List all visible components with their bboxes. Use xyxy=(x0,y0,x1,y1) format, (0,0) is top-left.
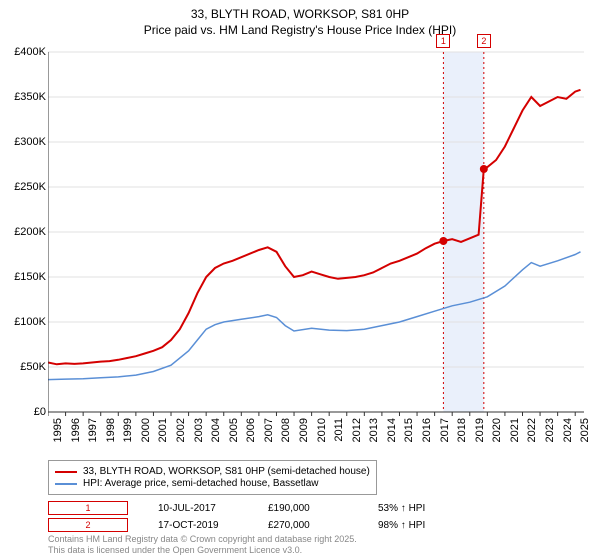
x-tick-label: 2001 xyxy=(157,418,169,442)
attribution-line: Contains HM Land Registry data © Crown c… xyxy=(48,534,357,545)
x-tick-label: 2005 xyxy=(228,418,240,442)
marker-id-badge: 2 xyxy=(48,518,128,532)
marker-row: 2 17-OCT-2019 £270,000 98% ↑ HPI xyxy=(48,518,588,532)
x-tick-label: 2004 xyxy=(210,418,222,442)
marker-row: 1 10-JUL-2017 £190,000 53% ↑ HPI xyxy=(48,501,588,515)
x-tick-label: 1998 xyxy=(105,418,117,442)
x-tick-label: 1997 xyxy=(87,418,99,442)
x-tick-label: 2012 xyxy=(351,418,363,442)
x-tick-label: 1996 xyxy=(70,418,82,442)
x-tick-label: 2011 xyxy=(333,418,345,442)
x-tick-label: 2021 xyxy=(509,418,521,442)
marker-date: 10-JUL-2017 xyxy=(158,503,238,514)
y-tick-label: £150K xyxy=(14,271,46,283)
y-tick-label: £250K xyxy=(14,181,46,193)
x-tick-label: 2019 xyxy=(474,418,486,442)
marker-delta: 53% ↑ HPI xyxy=(378,503,458,514)
legend-swatch-icon xyxy=(55,471,77,473)
y-tick-label: £350K xyxy=(14,91,46,103)
y-tick-label: £50K xyxy=(20,361,46,373)
x-tick-label: 2016 xyxy=(421,418,433,442)
x-tick-label: 2023 xyxy=(544,418,556,442)
x-tick-label: 2018 xyxy=(456,418,468,442)
title-line-1: 33, BLYTH ROAD, WORKSOP, S81 0HP xyxy=(0,6,600,22)
chart-area xyxy=(48,48,588,418)
marker-price: £270,000 xyxy=(268,520,348,531)
legend-series: 33, BLYTH ROAD, WORKSOP, S81 0HP (semi-d… xyxy=(48,460,377,495)
x-tick-label: 2006 xyxy=(245,418,257,442)
x-tick-label: 2024 xyxy=(562,418,574,442)
marker-id-badge: 1 xyxy=(48,501,128,515)
attribution: Contains HM Land Registry data © Crown c… xyxy=(48,534,357,557)
marker-table: 1 10-JUL-2017 £190,000 53% ↑ HPI 2 17-OC… xyxy=(48,501,588,532)
title-line-2: Price paid vs. HM Land Registry's House … xyxy=(0,22,600,38)
chart-title: 33, BLYTH ROAD, WORKSOP, S81 0HP Price p… xyxy=(0,0,600,38)
x-tick-label: 2002 xyxy=(175,418,187,442)
y-tick-label: £300K xyxy=(14,136,46,148)
legend-row: HPI: Average price, semi-detached house,… xyxy=(55,478,370,489)
chart-svg xyxy=(48,48,588,418)
chart-marker-badge: 1 xyxy=(436,34,450,48)
y-tick-label: £0 xyxy=(34,406,46,418)
x-tick-label: 2008 xyxy=(280,418,292,442)
x-tick-label: 2022 xyxy=(526,418,538,442)
x-tick-label: 2007 xyxy=(263,418,275,442)
x-tick-label: 2020 xyxy=(491,418,503,442)
marker-date: 17-OCT-2019 xyxy=(158,520,238,531)
x-tick-label: 2009 xyxy=(298,418,310,442)
chart-container: 33, BLYTH ROAD, WORKSOP, S81 0HP Price p… xyxy=(0,0,600,560)
x-tick-label: 1999 xyxy=(122,418,134,442)
legend-label: HPI: Average price, semi-detached house,… xyxy=(83,478,319,489)
y-tick-label: £200K xyxy=(14,226,46,238)
legend-label: 33, BLYTH ROAD, WORKSOP, S81 0HP (semi-d… xyxy=(83,466,370,477)
x-tick-label: 2003 xyxy=(193,418,205,442)
chart-marker-badge: 2 xyxy=(477,34,491,48)
x-tick-label: 2010 xyxy=(316,418,328,442)
x-tick-label: 2013 xyxy=(368,418,380,442)
marker-delta: 98% ↑ HPI xyxy=(378,520,458,531)
legend-box: 33, BLYTH ROAD, WORKSOP, S81 0HP (semi-d… xyxy=(48,460,588,535)
y-tick-label: £100K xyxy=(14,316,46,328)
x-tick-label: 2017 xyxy=(439,418,451,442)
marker-price: £190,000 xyxy=(268,503,348,514)
legend-row: 33, BLYTH ROAD, WORKSOP, S81 0HP (semi-d… xyxy=(55,466,370,477)
x-tick-label: 2014 xyxy=(386,418,398,442)
legend-swatch-icon xyxy=(55,483,77,485)
x-tick-label: 2025 xyxy=(579,418,591,442)
attribution-line: This data is licensed under the Open Gov… xyxy=(48,545,357,556)
y-tick-label: £400K xyxy=(14,46,46,58)
x-tick-label: 2015 xyxy=(403,418,415,442)
x-tick-label: 2000 xyxy=(140,418,152,442)
x-tick-label: 1995 xyxy=(52,418,64,442)
